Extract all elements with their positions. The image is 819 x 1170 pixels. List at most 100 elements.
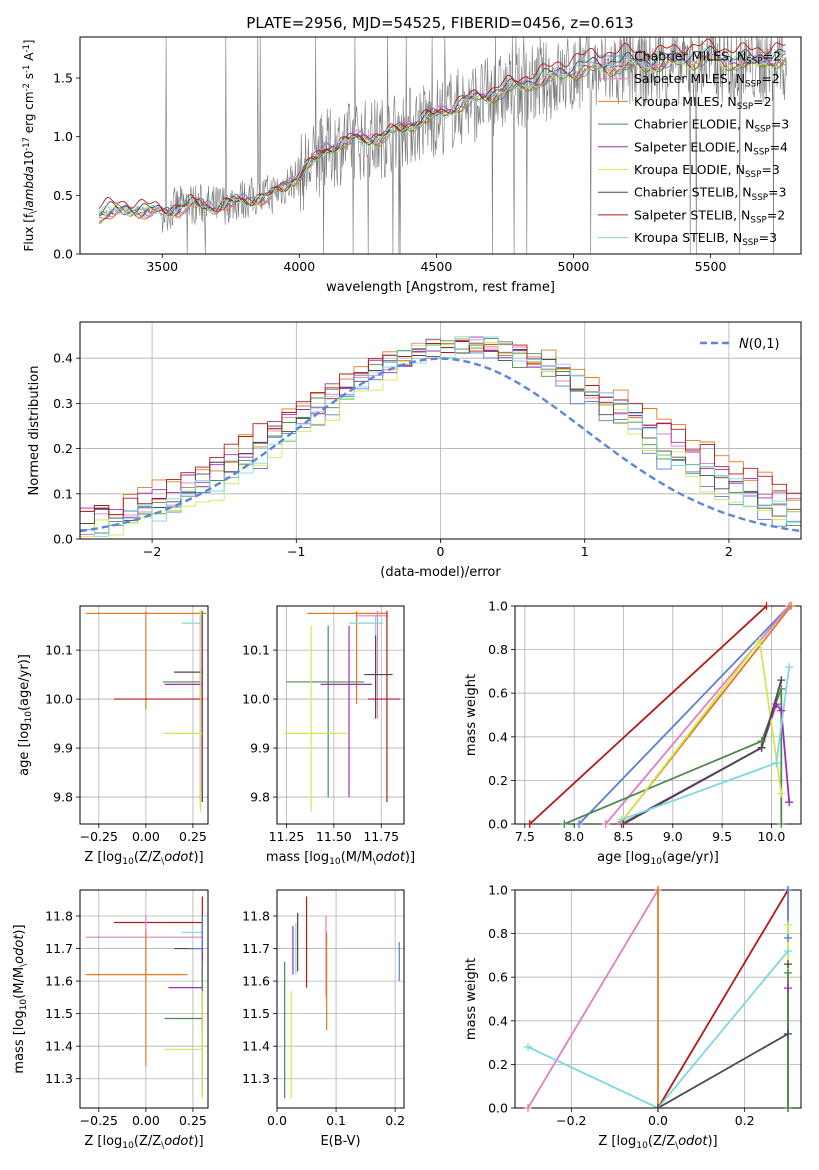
y-tick-label: 9.9 [250,741,270,756]
axes-frame: −0.25 0.00 0.259.89.910.010.1Z [log10(Z/Z\… [17,605,209,867]
plus-marker-chabrier_elodie [784,968,792,977]
age-vs-mass-panel: 11.25 11.50 11.75 9.8 9.9 10.0 10.1 mass [log10… [242,605,415,867]
y-tick-label: 0.0 [488,1101,508,1116]
label-fragment: \ [161,857,165,867]
y-tick-label: 10.1 [242,643,270,658]
label-fragment: =2 [761,71,779,86]
plus-marker-chabrier_stelib [784,1029,792,1038]
label-fragment: odot [164,1134,194,1149]
y-axis-label: mass weight [464,958,479,1040]
label-fragment: 10 [329,857,341,867]
plus-marker-kroupa_stelib [617,815,626,824]
x-tick-label: 7.5 [515,829,535,844]
label-fragment: Z [log [598,1134,636,1149]
x-tick-label: −0.25 [80,1113,118,1128]
label-fragment: lambda [22,166,36,211]
x-tick-label: 0.25 [179,829,207,844]
label-fragment: =3 [768,185,786,200]
y-tick-label: 0.0 [53,247,73,262]
y-tick-label: 0.8 [488,926,508,941]
label-fragment: 10 [19,999,29,1011]
y-tick-label: 0.4 [488,1013,508,1028]
label-fragment: Normed distribution [27,366,42,496]
x-tick-label: −1 [287,544,305,559]
y-tick-label: 11.7 [242,941,270,956]
plus-marker-salpeter_stelib [525,820,534,828]
plus-marker-chabrier_stelib [784,960,792,969]
y-tick-label: 11.3 [45,1071,73,1086]
label-fragment: \ [19,963,29,967]
model-line-salpeter_stelib [98,38,786,214]
axes-frame: 3500 4000 4500 5000 5500 0.0 0.5 1.0 1.5 waveleng… [21,36,802,295]
model-line-kroupa_miles [98,56,786,224]
label-fragment: odot [678,1134,708,1149]
label-fragment: Flux [f [22,213,36,251]
plus-marker-chabrier_miles [784,886,792,894]
label-fragment: (0,1) [749,337,780,352]
y-axis-label: mass weight [464,674,479,756]
label-fragment: 10 [636,1141,648,1151]
label-fragment: 10 [24,711,34,723]
label-fragment: )] [405,850,415,865]
label-fragment: Z [log [84,1134,122,1149]
legend-label-normal: N(0,1) [739,337,780,352]
label-fragment: 10 [122,1141,134,1151]
x-tick-label: 11.50 [316,829,352,844]
label-fragment: =3 [771,117,789,132]
y-axis-label: mass [log10(M/M\odot)] [12,924,29,1073]
axes-border [79,36,802,255]
label-fragment: 10 [650,857,662,867]
x-tick-label: 0.0 [648,1113,668,1128]
mass-weight-vs-metallicity-panel: −0.2 0.0 0.2 0.0 0.2 0.4 0.6 0.8 1.0 Z [log10(Z/Z… [464,883,802,1151]
label-fragment: SSP [737,102,753,112]
x-tick-label: 4000 [283,259,315,274]
label-fragment: erg cm [22,91,36,137]
label-fragment: )] [193,850,203,865]
label-fragment: N [739,337,749,352]
legend-label-salpeter_miles: Salpeter MILES, NSSP=2 [634,71,780,89]
label-fragment: -1 [21,44,31,52]
y-tick-label: 0.1 [53,486,73,501]
label-fragment: SSP [745,170,761,180]
label-fragment: =4 [770,139,788,154]
y-tick-label: 0.6 [488,686,508,701]
axes-frame: 11.25 11.50 11.75 9.8 9.9 10.0 10.1 mass [log10… [242,605,415,867]
x-tick-label: 2 [725,544,733,559]
label-fragment: )] [707,1134,717,1149]
y-tick-label: 0.0 [53,532,73,547]
x-tick-label: 0 [437,544,445,559]
y-tick-label: 1.0 [53,129,73,144]
label-fragment: -17 [21,137,31,151]
label-fragment: \ [373,857,377,867]
label-fragment: Kroupa MILES, N [634,94,737,109]
x-tick-label: 0.0 [267,1113,287,1128]
label-fragment: odot [164,850,194,865]
label-fragment: (M/M [341,850,373,865]
legend-label-kroupa_elodie: Kroupa ELODIE, NSSP=3 [634,162,780,180]
x-tick-label: 5500 [695,259,727,274]
label-fragment: 10 [122,857,134,867]
plus-marker-salpeter_miles [601,820,610,828]
x-tick-label: 11.25 [269,829,305,844]
label-fragment: \ [161,1141,165,1151]
x-tick-label: −0.2 [556,1113,586,1128]
label-fragment: (Z/Z [134,1134,161,1149]
label-fragment: (age/yr)] [662,850,719,865]
residual-histogram-panel: −2 −1 0 1 2 0.0 0.1 0.2 0.3 0.4 (data-model)/error… [27,321,802,580]
plus-marker-chabrier_miles [575,820,584,828]
y-axis-label: age [log10(age/yr)] [17,654,34,776]
label-fragment: =3 [761,162,779,177]
mass-weight-line-salpeter_miles [527,890,659,1108]
legend-label-kroupa_stelib: Kroupa STELIB, NSSP=3 [634,230,777,248]
x-axis-label: E(B-V) [320,1134,360,1149]
label-fragment: ] [22,40,36,45]
x-tick-label: 0.00 [132,829,160,844]
x-tick-label: −2 [143,544,161,559]
label-fragment: odot [376,850,406,865]
label-fragment: =2 [767,207,785,222]
axes-border [514,605,802,825]
label-fragment: SSP [754,125,770,135]
plus-marker-kroupa_stelib [784,947,792,956]
y-tick-label: 0.6 [488,970,508,985]
plus-marker-chabrier_elodie [777,684,786,693]
